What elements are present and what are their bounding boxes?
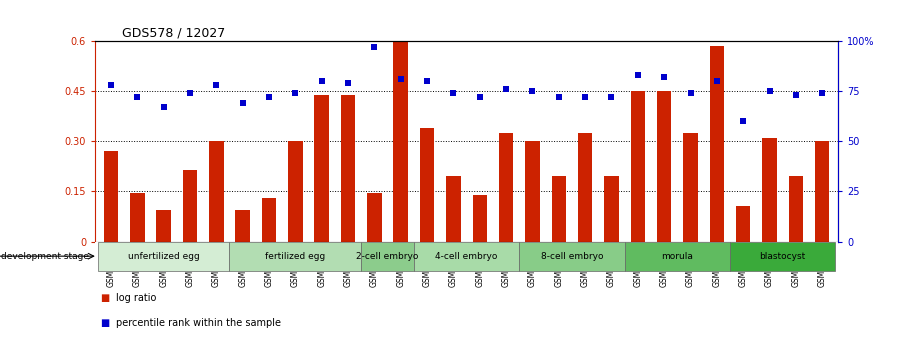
Bar — [519, 241, 624, 271]
Text: 8-cell embryo: 8-cell embryo — [541, 252, 603, 261]
Point — [419, 79, 434, 84]
Point — [262, 95, 276, 100]
Bar — [631, 91, 645, 242]
Point — [157, 105, 171, 110]
Text: unfertilized egg: unfertilized egg — [128, 252, 199, 261]
Point — [815, 91, 830, 96]
Point — [367, 45, 381, 50]
Bar — [361, 241, 414, 271]
Bar — [815, 141, 830, 242]
Point — [657, 75, 671, 80]
Bar — [657, 91, 671, 242]
Point — [525, 89, 540, 94]
Point — [183, 91, 198, 96]
Bar — [103, 151, 118, 242]
Bar — [552, 176, 566, 242]
Text: morula: morula — [661, 252, 693, 261]
Point — [578, 95, 593, 100]
Bar — [762, 138, 776, 241]
Bar — [473, 195, 487, 242]
Bar — [130, 193, 145, 242]
Bar — [229, 241, 361, 271]
Point — [236, 101, 250, 106]
Bar — [730, 241, 835, 271]
Text: development stage: development stage — [1, 252, 89, 261]
Bar — [683, 133, 698, 242]
Point — [314, 79, 329, 84]
Bar — [525, 141, 540, 242]
Bar — [499, 133, 514, 242]
Bar — [236, 210, 250, 241]
Point — [736, 119, 750, 124]
Text: GDS578 / 12027: GDS578 / 12027 — [122, 27, 226, 40]
Point — [762, 89, 776, 94]
Bar — [624, 241, 730, 271]
Point — [499, 87, 514, 92]
Text: 4-cell embryo: 4-cell embryo — [436, 252, 497, 261]
Bar — [288, 141, 303, 242]
Text: fertilized egg: fertilized egg — [265, 252, 325, 261]
Bar — [209, 141, 224, 242]
Bar — [419, 128, 434, 242]
Bar — [393, 41, 408, 242]
Bar — [98, 241, 229, 271]
Point — [393, 77, 408, 82]
Point — [130, 95, 145, 100]
Point — [288, 91, 303, 96]
Point — [473, 95, 487, 100]
Point — [552, 95, 566, 100]
Bar — [157, 210, 171, 241]
Text: log ratio: log ratio — [116, 294, 157, 303]
Point — [103, 83, 118, 88]
Bar — [446, 176, 460, 242]
Bar — [604, 176, 619, 242]
Bar — [367, 193, 381, 242]
Bar — [788, 176, 803, 242]
Bar — [578, 133, 593, 242]
Point — [683, 91, 698, 96]
Bar — [414, 241, 519, 271]
Point — [709, 79, 724, 84]
Bar — [183, 170, 198, 242]
Text: 2-cell embryo: 2-cell embryo — [356, 252, 419, 261]
Text: ■: ■ — [100, 318, 109, 327]
Bar — [314, 95, 329, 242]
Point — [604, 95, 619, 100]
Text: blastocyst: blastocyst — [759, 252, 805, 261]
Point — [341, 81, 355, 86]
Bar — [341, 95, 355, 242]
Text: percentile rank within the sample: percentile rank within the sample — [116, 318, 281, 327]
Bar — [736, 206, 750, 242]
Point — [631, 73, 645, 78]
Point — [209, 83, 224, 88]
Bar — [709, 46, 724, 242]
Bar — [262, 198, 276, 241]
Text: ■: ■ — [100, 294, 109, 303]
Point — [446, 91, 460, 96]
Point — [788, 93, 803, 98]
